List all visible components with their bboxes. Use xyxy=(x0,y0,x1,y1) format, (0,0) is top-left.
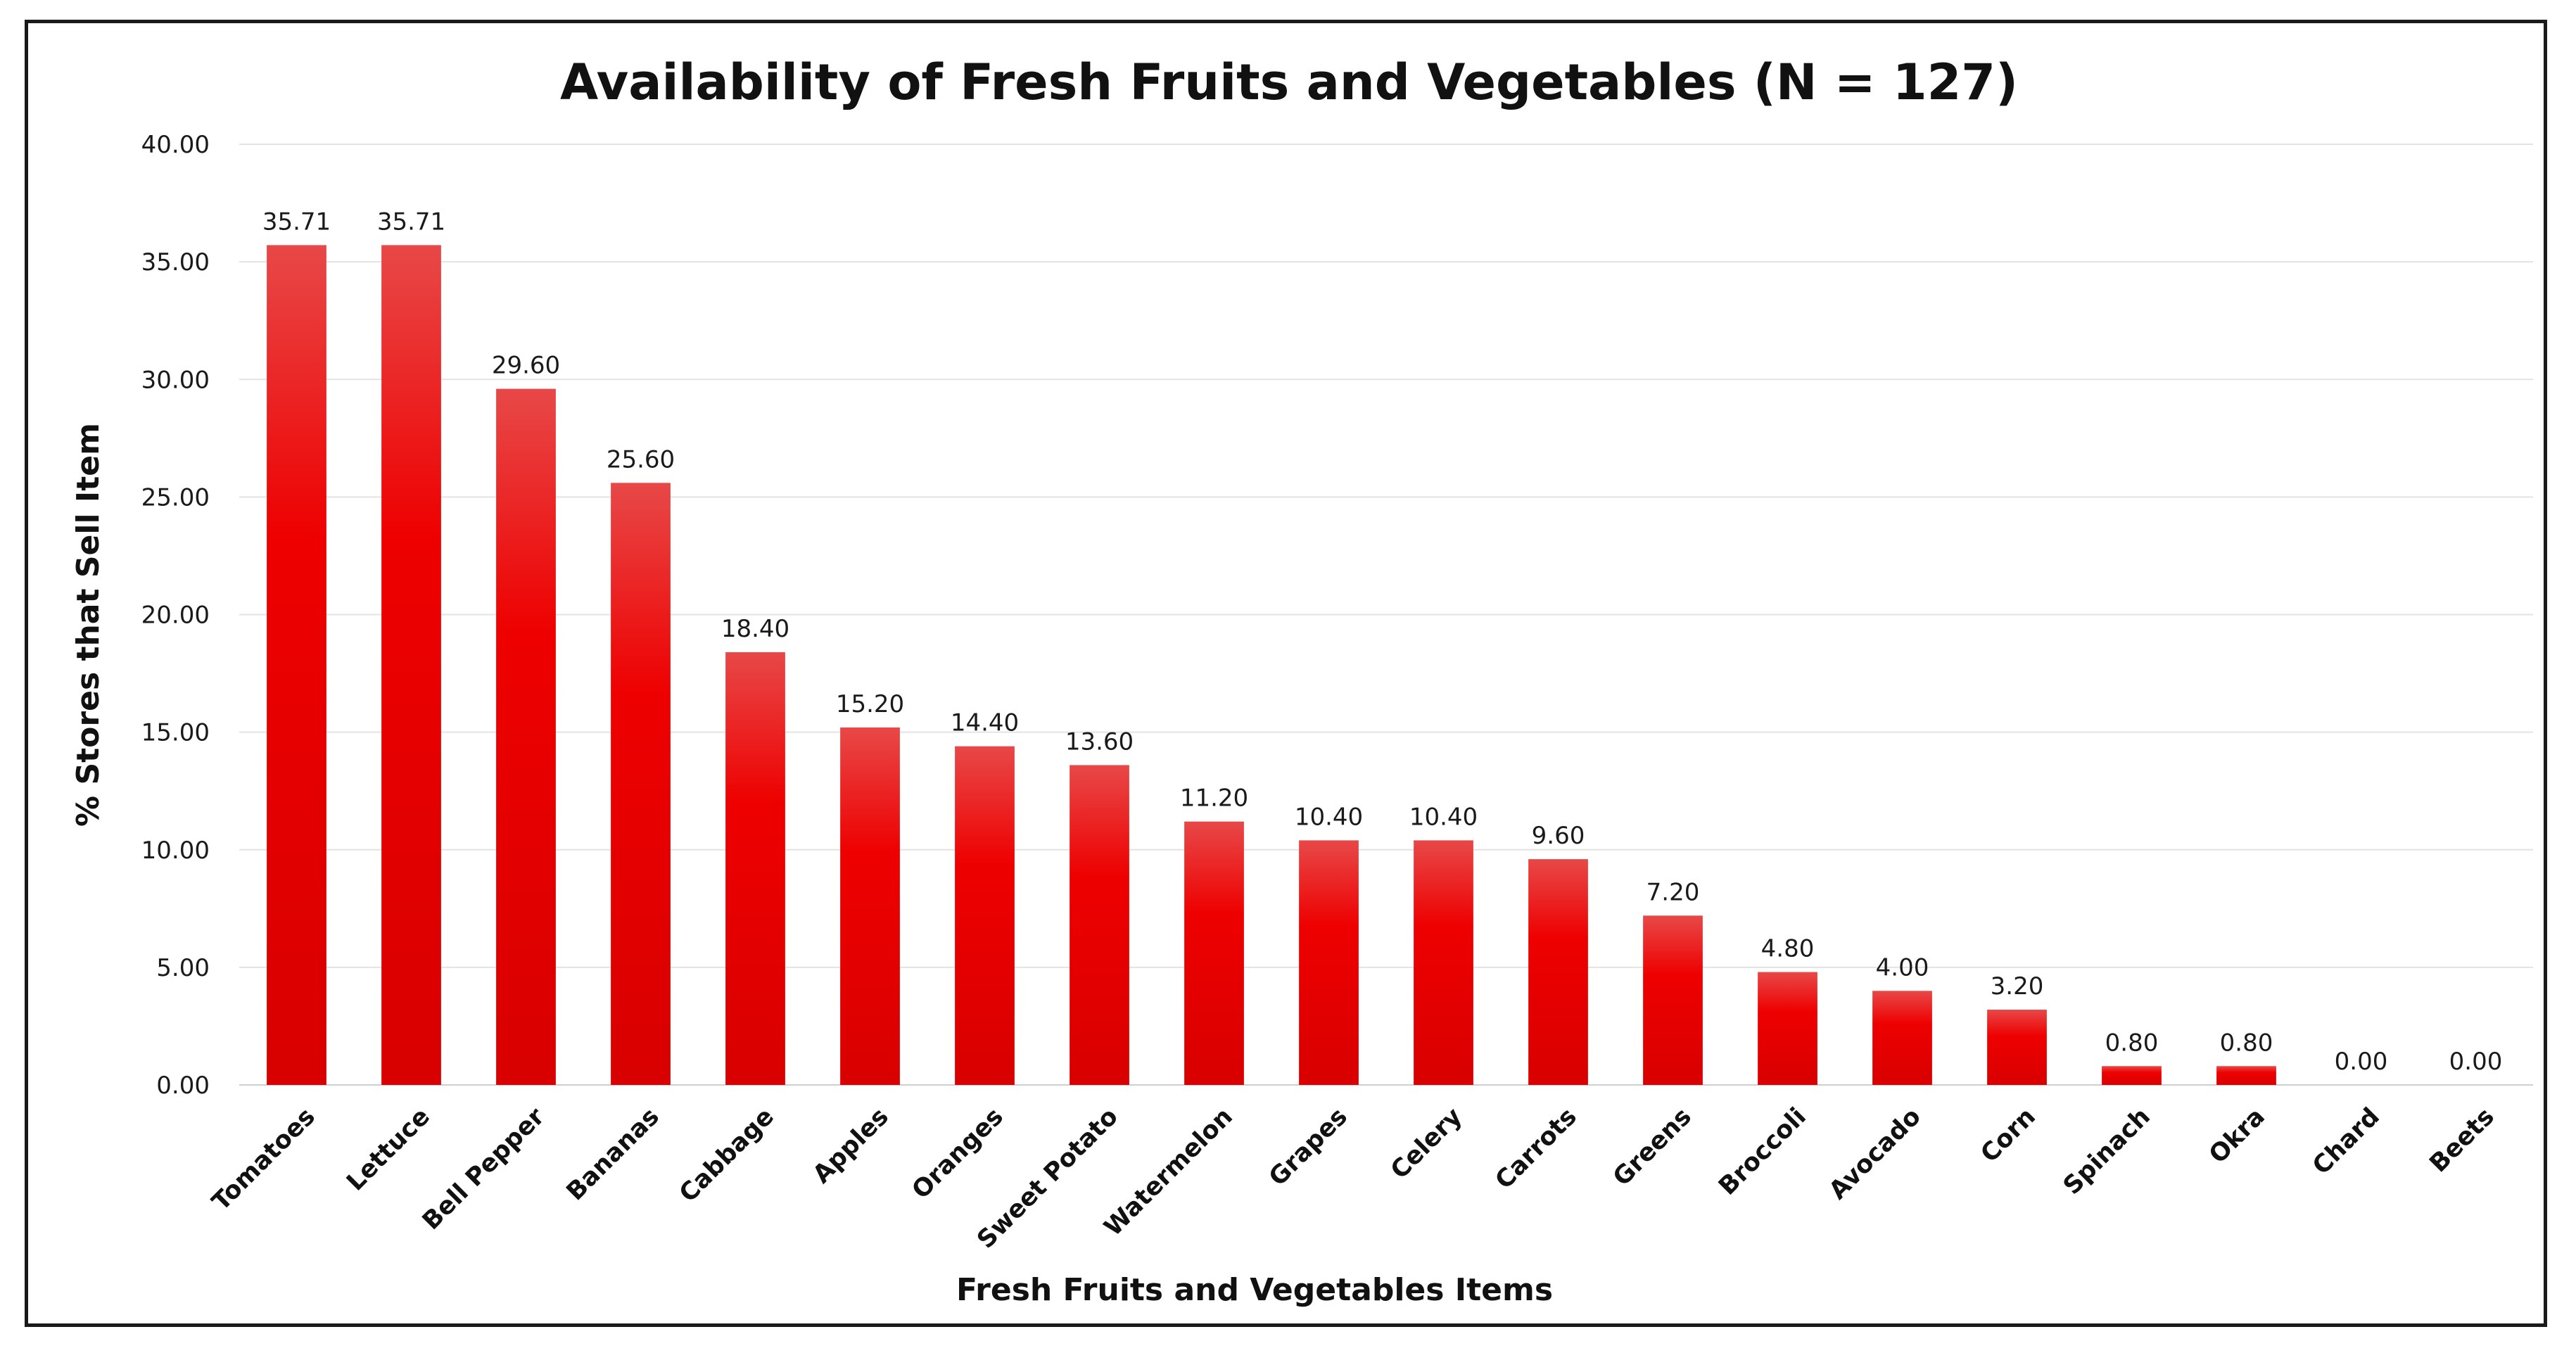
data-label: 9.60 xyxy=(1532,822,1585,850)
x-tick-label: Avocado xyxy=(1824,1103,1927,1205)
x-tick-label: Tomatoes xyxy=(207,1103,321,1217)
bar-celery xyxy=(1414,840,1473,1085)
y-tick-label: 35.00 xyxy=(141,248,210,277)
data-label: 3.20 xyxy=(1991,972,2044,1001)
x-tick-label: Beets xyxy=(2425,1103,2500,1178)
bar-carrots xyxy=(1528,859,1588,1085)
x-tick-label: Oranges xyxy=(907,1103,1009,1205)
data-label: 25.60 xyxy=(607,445,675,474)
y-axis-ticks: 0.00 5.00 10.00 15.00 20.00 25.00 30.00 35.00 40… xyxy=(141,131,210,1100)
data-label: 7.20 xyxy=(1647,878,1700,906)
x-tick-label: Greens xyxy=(1608,1103,1697,1192)
data-label: 0.00 xyxy=(2335,1048,2388,1076)
data-label: 11.20 xyxy=(1180,785,1248,813)
x-tick-label: Broccoli xyxy=(1713,1103,1812,1201)
data-label: 10.40 xyxy=(1295,803,1363,831)
y-tick-label: 40.00 xyxy=(141,131,210,159)
y-tick-label: 25.00 xyxy=(141,483,210,512)
y-tick-label: 10.00 xyxy=(141,837,210,865)
bar-broccoli xyxy=(1758,972,1817,1085)
x-tick-label: Bell Pepper xyxy=(417,1103,550,1236)
data-label: 0.80 xyxy=(2220,1029,2273,1057)
data-label: 0.80 xyxy=(2105,1029,2159,1057)
data-label: 15.20 xyxy=(836,690,904,718)
x-axis-title: Fresh Fruits and Vegetables Items xyxy=(956,1272,1553,1308)
x-tick-label: Chard xyxy=(2307,1103,2385,1181)
bar-greens xyxy=(1643,915,1703,1085)
x-tick-label: Grapes xyxy=(1264,1103,1353,1192)
bar-avocado xyxy=(1872,991,1932,1085)
y-tick-label: 30.00 xyxy=(141,366,210,394)
gridlines xyxy=(239,144,2533,1086)
x-tick-label: Carrots xyxy=(1490,1103,1582,1195)
data-labels: 35.71 35.71 29.60 25.60 18.40 15.20 14.40 13.60… xyxy=(262,208,2503,1076)
bar-bananas xyxy=(611,483,671,1085)
data-label: 4.80 xyxy=(1761,935,1815,963)
bar-grapes xyxy=(1299,840,1359,1085)
data-label: 14.40 xyxy=(951,709,1019,737)
data-label: 13.60 xyxy=(1065,728,1134,756)
data-label: 35.71 xyxy=(262,208,331,236)
data-label: 29.60 xyxy=(492,352,560,380)
bar-sweet-potato xyxy=(1070,765,1129,1085)
x-tick-label: Lettuce xyxy=(341,1103,436,1197)
bar-bell-pepper xyxy=(496,388,556,1085)
x-tick-label: Spinach xyxy=(2058,1103,2156,1200)
bar-okra xyxy=(2216,1066,2276,1085)
y-tick-label: 0.00 xyxy=(156,1072,210,1100)
data-label: 18.40 xyxy=(721,615,789,643)
data-label: 35.71 xyxy=(377,208,445,236)
data-label: 4.00 xyxy=(1876,953,1929,982)
data-label: 10.40 xyxy=(1409,803,1478,831)
y-tick-label: 20.00 xyxy=(141,602,210,630)
y-tick-label: 15.00 xyxy=(141,719,210,747)
x-tick-label: Celery xyxy=(1385,1103,1468,1185)
chart-title: Availability of Fresh Fruits and Vegetab… xyxy=(560,53,2018,111)
x-tick-label: Corn xyxy=(1976,1103,2041,1168)
x-tick-label: Apples xyxy=(808,1103,894,1189)
chart-frame: Availability of Fresh Fruits and Vegetab… xyxy=(25,20,2547,1327)
y-tick-label: 5.00 xyxy=(156,954,210,982)
x-tick-label: Cabbage xyxy=(674,1103,780,1208)
bar-tomatoes xyxy=(267,245,326,1085)
y-axis-title: % Stores that Sell Item xyxy=(70,423,106,827)
bar-spinach xyxy=(2102,1066,2162,1085)
bar-oranges xyxy=(955,746,1015,1085)
bar-cabbage xyxy=(725,652,785,1085)
bar-apples xyxy=(840,727,900,1085)
bar-lettuce xyxy=(381,245,441,1085)
x-tick-label: Bananas xyxy=(561,1103,665,1206)
bar-chart: Availability of Fresh Fruits and Vegetab… xyxy=(70,53,2533,1308)
data-label: 0.00 xyxy=(2449,1048,2503,1076)
bar-corn xyxy=(1987,1010,2047,1085)
bars xyxy=(267,245,2276,1085)
x-tick-label: Okra xyxy=(2204,1103,2271,1169)
bar-watermelon xyxy=(1184,821,1244,1085)
